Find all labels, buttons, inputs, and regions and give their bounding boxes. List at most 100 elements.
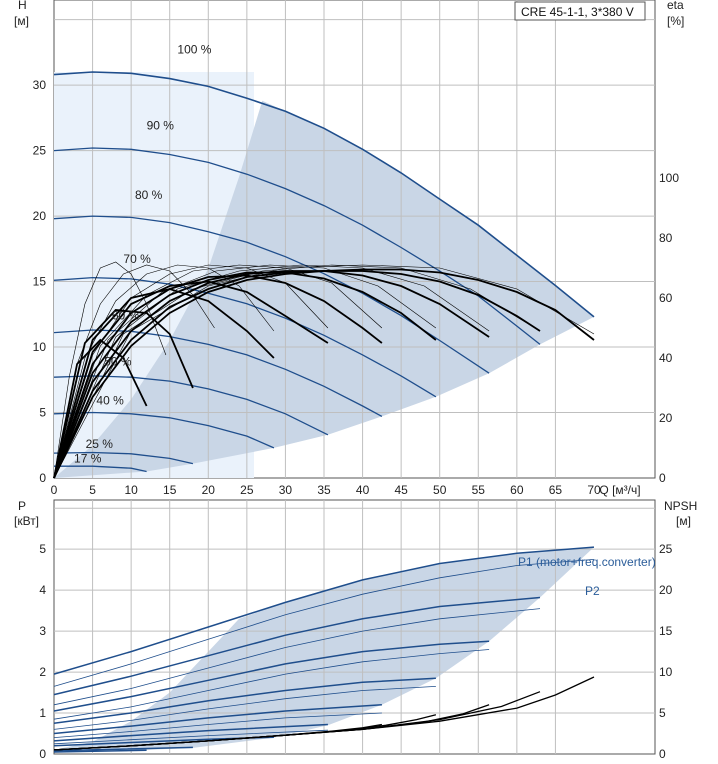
q-tick-label: 60	[510, 483, 524, 497]
legend-p2: P2	[585, 584, 600, 598]
q-tick-label: 55	[472, 483, 486, 497]
speed-label: 90 %	[147, 119, 175, 133]
head-axis-ticks: 0 5 10 15 20 25 30 35 40 45 50 55 60 65 70Q [м³/ч] 0 5 10…	[33, 78, 680, 497]
q-tick-label: 20	[202, 483, 216, 497]
h-tick-label: 25	[33, 144, 47, 158]
model-label: CRE 45-1-1, 3*380 V	[521, 5, 634, 19]
power-curves-layer	[53, 546, 595, 753]
speed-label: 70 %	[123, 252, 151, 266]
speed-label: 60 %	[112, 309, 140, 323]
p2-curve-line	[53, 712, 382, 738]
head-curve-line	[53, 411, 275, 449]
speed-label: 50 %	[104, 354, 132, 368]
q-tick-label: 35	[317, 483, 331, 497]
eta-tick-label: 100	[659, 171, 679, 185]
npsh-curves-layer	[53, 676, 595, 751]
head-gridlines	[54, 0, 655, 478]
power-gridlines	[54, 500, 655, 754]
npsh-tick-label: 10	[659, 665, 673, 679]
q-tick-label: 65	[549, 483, 563, 497]
efficiency-thin-line	[53, 261, 167, 479]
power-npsh-panel: 0 1 2 3 4 5 0 5 10 15 20 25 P [кВт] NPSH [м] P1 (mo…	[14, 499, 697, 761]
efficiency-curve-line	[53, 274, 383, 479]
p-tick-label: 0	[39, 747, 46, 761]
p1-curve-line	[53, 546, 595, 675]
q-tick-label: 15	[163, 483, 177, 497]
h-tick-label: 0	[39, 471, 46, 485]
efficiency-thin-line	[53, 264, 329, 479]
speed-label: 25 %	[86, 437, 114, 451]
eta-tick-label: 0	[659, 471, 666, 485]
npsh-tick-label: 5	[659, 706, 666, 720]
efficiency-curve-line	[53, 338, 148, 479]
p1-curve-line	[53, 746, 193, 752]
p1-curve-line	[53, 596, 541, 696]
efficiency-curve-line	[53, 288, 275, 479]
q-tick-label: Q [м³/ч]	[599, 483, 640, 497]
h-tick-label: 5	[39, 406, 46, 420]
eta-tick-label: 80	[659, 231, 673, 245]
p1-curve-line	[53, 723, 328, 742]
efficiency-thin-line	[53, 264, 383, 479]
efficiency-thin-line	[53, 264, 541, 479]
speed-labels: 100 % 90 % 80 % 70 % 60 % 50 % 40 % 25 %17 %	[74, 43, 212, 466]
efficiency-curve-line	[53, 280, 329, 479]
p1-curve-line	[53, 704, 382, 735]
p-tick-label: 5	[39, 542, 46, 556]
eta-tick-label: 60	[659, 291, 673, 305]
q-tick-label: 45	[394, 483, 408, 497]
p2-curve-line	[53, 649, 490, 720]
head-curve-line	[53, 215, 490, 374]
h-tick-label: 10	[33, 340, 47, 354]
speed-label: 80 %	[135, 188, 163, 202]
legend-p1: P1 (motor+freq.converter)	[518, 555, 656, 569]
q-tick-label: 25	[240, 483, 254, 497]
efficiency-curve-line	[53, 271, 437, 479]
npsh-axis-unit: [м]	[676, 514, 691, 528]
head-curve-line	[54, 465, 147, 473]
head-curve-line	[53, 451, 194, 465]
head-curves-layer	[53, 71, 595, 473]
q-tick-label: 40	[356, 483, 370, 497]
eta-tick-label: 40	[659, 351, 673, 365]
npsh-tick-label: 20	[659, 583, 673, 597]
efficiency-thin-line	[53, 264, 595, 479]
npsh-curve-line	[53, 723, 383, 751]
q-tick-label: 5	[89, 483, 96, 497]
p-axis-title: P	[18, 499, 26, 513]
p2-curve-line	[53, 608, 541, 706]
speed-label: 100 %	[177, 43, 211, 57]
q-tick-label: 0	[51, 483, 58, 497]
q-tick-label: 70	[587, 483, 601, 497]
efficiency-curve-line	[53, 309, 194, 479]
q-tick-label: 30	[279, 483, 293, 497]
p2-curve-line	[53, 559, 595, 687]
h-tick-label: 20	[33, 209, 47, 223]
npsh-axis-title: NPSH	[664, 499, 697, 513]
head-curve-line	[53, 375, 329, 436]
npsh-tick-label: 15	[659, 624, 673, 638]
model-box	[514, 1, 646, 21]
speed-label: 17 %	[74, 451, 102, 465]
p-tick-label: 4	[39, 583, 46, 597]
p2-curve-line	[53, 729, 328, 745]
npsh-tick-label: 25	[659, 542, 673, 556]
p-tick-label: 3	[39, 624, 46, 638]
head-curve-line	[53, 71, 595, 318]
eta-axis-unit: [%]	[667, 14, 684, 28]
p-tick-label: 1	[39, 706, 46, 720]
h-tick-label: 15	[33, 275, 47, 289]
p1-curve-line	[53, 640, 490, 712]
p2-curve-line	[53, 686, 436, 730]
speed-label: 40 %	[96, 394, 124, 408]
p-axis-unit: [кВт]	[14, 514, 39, 528]
head-curve-line	[53, 329, 383, 417]
eta-axis-title: eta	[667, 0, 684, 12]
eta-tick-label: 20	[659, 411, 673, 425]
q-tick-label: 10	[124, 483, 138, 497]
head-curve-line	[53, 276, 437, 398]
power-axis-ticks: 0 1 2 3 4 5 0 5 10 15 20 25	[39, 542, 672, 761]
h-tick-label: 30	[33, 78, 47, 92]
p1-curve-line	[53, 749, 147, 753]
